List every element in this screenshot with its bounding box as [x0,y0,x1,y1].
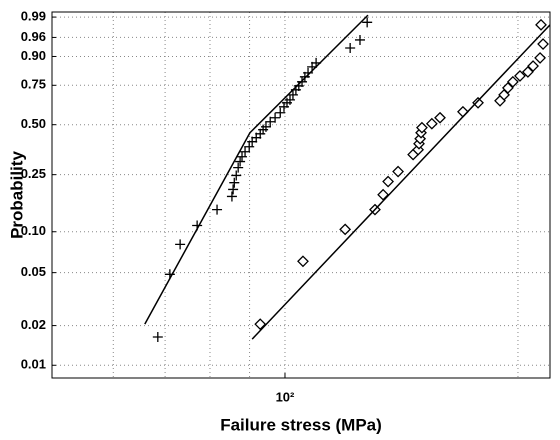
diamond-marker [514,70,526,82]
y-tick-label: 0.25 [21,166,46,181]
diamond-marker [297,255,309,268]
diamond-marker [254,318,267,331]
plus-marker [244,141,255,152]
diamond-marker [434,111,446,124]
plus-marker [226,191,237,202]
diamond-marker [537,38,549,50]
y-tick-label: 0.90 [21,48,46,63]
diamond-marker [521,65,534,78]
plus-marker [303,67,314,78]
plus-marker [275,107,286,118]
fit-line [251,24,551,340]
plot-frame [51,11,551,379]
y-tick-label: 0.50 [21,116,46,131]
diamond-marker [535,18,547,31]
diamond-marker [472,96,484,109]
y-tick-label: 0.02 [21,317,46,332]
diamond-marker [392,165,404,178]
plus-marker [233,162,244,173]
plus-marker [152,331,163,342]
plus-marker [235,156,246,167]
plus-marker [260,121,271,132]
diamond-marker [382,175,395,188]
plus-marker [175,239,186,250]
x-tick-label: 10² [276,389,295,404]
plus-marker [240,146,251,157]
plus-marker [270,112,281,123]
fit-line [249,14,369,134]
y-tick-label: 0.10 [21,223,46,238]
plus-marker [354,34,365,45]
plus-marker [229,177,240,188]
diamond-marker [527,60,539,72]
y-tick-label: 0.01 [21,357,46,372]
diamond-marker [534,52,546,64]
plus-marker [362,17,373,28]
y-tick-label: 0.99 [21,9,46,24]
diamond-marker [506,75,519,88]
plus-marker [287,89,298,100]
y-tick-label: 0.96 [21,29,46,44]
plus-marker [265,116,276,127]
diamond-marker [501,81,514,94]
y-axis-label: Probability [7,151,26,239]
plus-marker [345,42,356,53]
y-tick-label: 0.75 [21,77,46,92]
y-tick-label: 0.05 [21,264,46,279]
fit-line [144,132,251,325]
plus-marker [247,136,258,147]
plus-marker [212,204,223,215]
diamond-marker [457,105,469,118]
plus-marker [231,170,242,181]
diamond-marker [339,223,352,236]
diamond-marker [416,121,428,134]
x-axis-label: Failure stress (MPa) [220,415,382,434]
diamond-marker [425,117,438,130]
plus-marker [228,184,239,195]
